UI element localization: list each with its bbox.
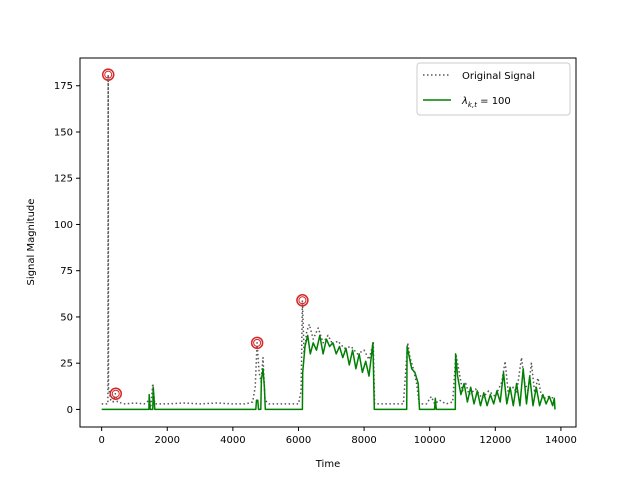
legend-lambda-label: λk,t = 100: [461, 96, 511, 109]
y-tick-label: 100: [54, 220, 73, 231]
y-tick-label: 0: [67, 405, 73, 416]
x-tick-label: 8000: [351, 435, 376, 446]
y-tick-label: 25: [60, 359, 73, 370]
x-tick-label: 6000: [286, 435, 311, 446]
x-tick-label: 12000: [479, 435, 511, 446]
peak-marker-inner-2: [253, 338, 262, 347]
x-tick-label: 4000: [220, 435, 245, 446]
y-tick-label: 175: [54, 81, 73, 92]
x-tick-label: 2000: [155, 435, 180, 446]
y-tick-label: 75: [60, 266, 73, 277]
x-tick-label: 10000: [414, 435, 446, 446]
x-tick-label: 0: [98, 435, 104, 446]
peak-marker-1: [109, 387, 123, 400]
y-axis-ticks: 0 25 50 75 100 125 150 175: [54, 81, 80, 416]
marker-layer: [101, 68, 309, 400]
peak-marker-inner-3: [298, 296, 307, 305]
y-axis-label: Signal Magnitude: [26, 199, 37, 286]
peak-marker-0: [101, 68, 115, 81]
series-original-signal-line: [101, 73, 555, 407]
y-tick-label: 50: [60, 312, 73, 323]
peak-marker-3: [296, 294, 309, 307]
series-lambda-line: [101, 334, 556, 411]
x-axis-ticks: 0 2000 4000 6000 8000 10000 12000 14000: [98, 427, 577, 446]
x-tick-label: 14000: [545, 435, 577, 446]
peak-marker-inner-1: [111, 389, 120, 398]
x-axis-label: Time: [315, 459, 340, 470]
y-tick-label: 125: [54, 174, 73, 185]
legend-box: [416, 62, 571, 116]
y-tick-label: 150: [54, 127, 73, 138]
peak-marker-inner-0: [104, 70, 113, 79]
legend-original-signal-label: Original Signal: [462, 71, 535, 82]
plot-frame: [79, 57, 577, 428]
series-layer: [101, 73, 556, 411]
peak-marker-2: [250, 336, 264, 350]
legend: Original Signal λk,t = 100: [416, 62, 571, 116]
